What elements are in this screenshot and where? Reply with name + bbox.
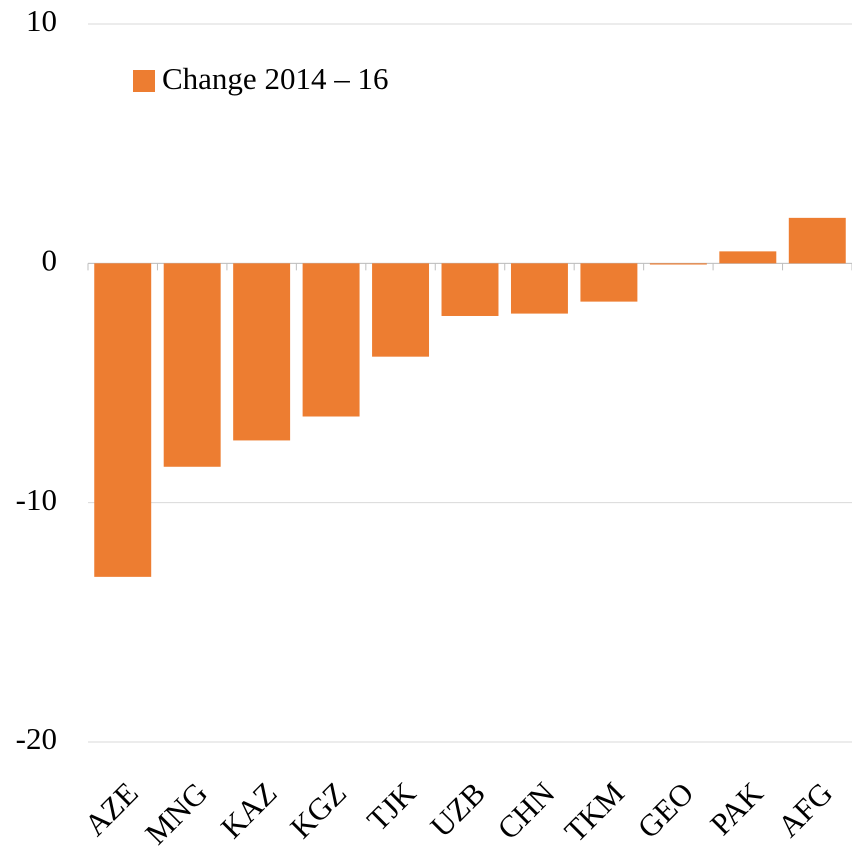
legend-label: Change 2014 – 16 bbox=[162, 61, 388, 96]
bar bbox=[163, 263, 221, 467]
bar bbox=[302, 263, 360, 417]
x-tick-label: MNG bbox=[138, 775, 214, 849]
x-tick-label: TJK bbox=[360, 775, 423, 838]
y-tick-label: 10 bbox=[26, 3, 57, 38]
x-tick-label: AFG bbox=[771, 775, 840, 844]
bar bbox=[441, 263, 499, 316]
x-tick-label: UZB bbox=[423, 775, 492, 844]
x-tick-label: CHN bbox=[490, 775, 561, 846]
bar bbox=[233, 263, 291, 441]
x-tick-label: KAZ bbox=[214, 775, 284, 845]
x-tick-label: GEO bbox=[631, 775, 701, 845]
bar bbox=[94, 263, 152, 577]
x-tick-label: AZE bbox=[77, 775, 144, 842]
x-tick-label: PAK bbox=[703, 775, 770, 842]
bar bbox=[510, 263, 568, 314]
legend-swatch bbox=[133, 70, 155, 92]
x-tick-label: TKM bbox=[557, 775, 630, 848]
bar bbox=[580, 263, 638, 302]
y-tick-label: 0 bbox=[42, 242, 58, 277]
x-tick-label: KGZ bbox=[283, 775, 353, 845]
bar bbox=[719, 251, 777, 264]
bar bbox=[372, 263, 430, 357]
bar bbox=[788, 217, 846, 264]
y-tick-label: -20 bbox=[16, 721, 57, 756]
bar bbox=[649, 263, 707, 265]
y-tick-label: -10 bbox=[16, 482, 57, 517]
